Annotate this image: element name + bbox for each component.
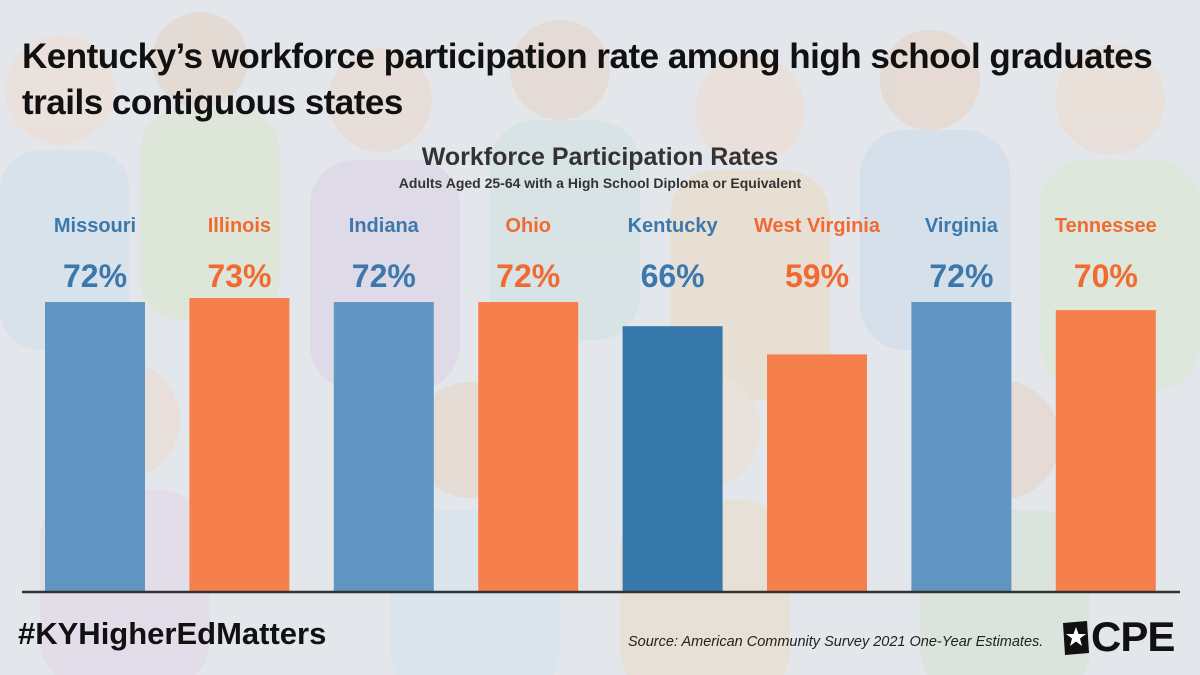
category-label-virginia: Virginia <box>925 215 999 237</box>
bar-indiana <box>333 302 434 592</box>
logo-text: CPE <box>1091 613 1175 660</box>
chart-title: Workforce Participation Rates <box>421 143 779 171</box>
bar-ohio <box>478 302 579 592</box>
bar-missouri <box>45 302 145 592</box>
category-label-west-virginia: West Virginia <box>754 215 881 237</box>
category-label-kentucky: Kentucky <box>628 215 719 237</box>
category-label-tennessee: Tennessee <box>1055 215 1157 237</box>
value-label-illinois: 73% <box>207 258 271 294</box>
category-label-missouri: Missouri <box>54 215 136 237</box>
value-label-missouri: 72% <box>63 258 127 294</box>
value-label-west-virginia: 59% <box>785 258 849 294</box>
value-label-ohio: 72% <box>496 258 560 294</box>
bar-virginia <box>911 302 1012 592</box>
bar-west-virginia <box>767 354 867 592</box>
category-label-illinois: Illinois <box>208 215 271 237</box>
hashtag: #KYHigherEdMatters <box>18 616 327 651</box>
value-label-tennessee: 70% <box>1074 258 1138 294</box>
value-label-kentucky: 66% <box>641 258 705 294</box>
headline: Kentucky’s workforce participation rate … <box>22 37 1153 122</box>
value-label-indiana: 72% <box>352 258 416 294</box>
category-label-indiana: Indiana <box>349 215 420 237</box>
cpe-logo: CPE <box>1061 613 1175 660</box>
bar-tennessee <box>1055 310 1156 592</box>
chart-subtitle: Adults Aged 25-64 with a High School Dip… <box>398 175 802 191</box>
bar-illinois <box>189 298 290 592</box>
kentucky-star-icon <box>1063 621 1089 655</box>
category-label-ohio: Ohio <box>505 215 551 237</box>
source-note: Source: American Community Survey 2021 O… <box>628 634 1044 650</box>
bar-kentucky <box>622 326 723 592</box>
value-label-virginia: 72% <box>929 258 993 294</box>
